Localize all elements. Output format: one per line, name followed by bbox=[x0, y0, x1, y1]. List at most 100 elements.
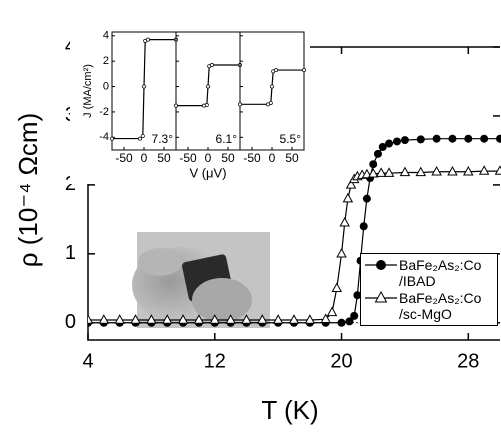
data-point bbox=[448, 134, 457, 143]
legend-entry: BaFe₂As₂:Co /IBAD bbox=[363, 257, 495, 289]
data-point bbox=[415, 166, 427, 177]
inset-x-tick-label: 0 bbox=[205, 151, 212, 165]
inset-y-title: J (MA/cm²) bbox=[82, 64, 94, 118]
data-point bbox=[345, 317, 354, 326]
inset-x-title: V (μV) bbox=[189, 165, 226, 180]
inset-x-tick-label: -50 bbox=[179, 151, 197, 165]
data-point bbox=[146, 314, 157, 324]
y-tick-label: 0 bbox=[65, 311, 76, 333]
data-point bbox=[383, 167, 395, 177]
data-point bbox=[241, 314, 252, 324]
x-axis-title: T (K) bbox=[261, 395, 318, 425]
inset-x-tick-label: 50 bbox=[221, 151, 235, 165]
data-point bbox=[336, 247, 347, 258]
data-point bbox=[463, 165, 474, 176]
inset-y-tick-label: 2 bbox=[103, 55, 109, 67]
data-point bbox=[209, 314, 221, 324]
y-axis-title: ρ (10⁻⁴ Ωcm) bbox=[13, 113, 43, 267]
inset-point bbox=[274, 68, 278, 73]
inset-point bbox=[238, 102, 242, 107]
inset-x-tick-label: 0 bbox=[269, 151, 276, 165]
data-point bbox=[350, 311, 359, 320]
legend: BaFe₂As₂:Co /IBAD BaFe₂As₂:Co /sc-MgO bbox=[360, 253, 498, 326]
inset-y-tick-label: -2 bbox=[99, 106, 109, 118]
inset-x-tick-label: -50 bbox=[115, 151, 133, 165]
inset-point bbox=[142, 84, 146, 89]
plot-area bbox=[88, 134, 501, 327]
data-point bbox=[376, 260, 386, 270]
x-tick-label: 20 bbox=[330, 350, 352, 372]
inset-x-tick-label: 50 bbox=[285, 151, 299, 165]
data-point bbox=[130, 314, 141, 324]
inset-point bbox=[110, 136, 114, 141]
data-point bbox=[478, 165, 490, 175]
inset-point bbox=[270, 84, 274, 89]
data-point bbox=[375, 167, 387, 177]
data-point bbox=[373, 149, 382, 158]
data-point bbox=[320, 313, 331, 324]
data-point bbox=[378, 142, 387, 151]
data-point bbox=[288, 314, 300, 324]
inset-y-tick-label: 4 bbox=[103, 30, 109, 42]
data-point bbox=[399, 166, 411, 177]
x-tick-label: 4 bbox=[82, 350, 93, 372]
data-point bbox=[359, 222, 368, 231]
data-point bbox=[161, 314, 173, 324]
data-point bbox=[416, 135, 425, 144]
data-point bbox=[374, 290, 388, 303]
data-point bbox=[331, 282, 343, 292]
y-tick-label: 1 bbox=[65, 242, 76, 264]
inset-x-tick-label: 0 bbox=[141, 151, 148, 165]
data-point bbox=[114, 314, 125, 324]
legend-entry: BaFe₂As₂:Co /sc-MgO bbox=[363, 290, 495, 322]
data-point bbox=[480, 134, 489, 143]
x-tick-label: 28 bbox=[457, 350, 479, 372]
data-point bbox=[345, 179, 357, 189]
inset-x-tick-label: -50 bbox=[243, 151, 261, 165]
photo bbox=[132, 232, 270, 328]
data-point bbox=[400, 136, 409, 145]
inset-point bbox=[268, 101, 273, 106]
data-point bbox=[385, 139, 394, 148]
data-point bbox=[272, 314, 284, 324]
data-point bbox=[431, 165, 442, 176]
data-point bbox=[447, 165, 458, 176]
data-point bbox=[367, 168, 379, 178]
data-point bbox=[393, 137, 401, 146]
data-point bbox=[342, 192, 354, 203]
data-point bbox=[339, 216, 350, 227]
data-point bbox=[88, 314, 94, 324]
data-point bbox=[257, 314, 268, 324]
legend-label: BaFe₂As₂:Co /sc-MgO bbox=[399, 290, 482, 322]
inset-point bbox=[210, 63, 214, 67]
inset-point bbox=[302, 68, 306, 73]
legend-swatch bbox=[365, 290, 397, 303]
inset-y-tick-label: 0 bbox=[103, 80, 109, 92]
data-point bbox=[177, 314, 189, 324]
data-point bbox=[337, 318, 346, 327]
legend-label: BaFe₂As₂:Co /IBAD bbox=[399, 257, 482, 289]
data-point bbox=[326, 306, 338, 317]
inset-x-tick-label: 50 bbox=[157, 151, 171, 165]
inset-panel: -50 0 50 5.5° bbox=[238, 31, 306, 165]
data-point bbox=[353, 291, 362, 300]
x-tick-label: 12 bbox=[204, 350, 226, 372]
inset-point bbox=[206, 84, 210, 89]
inset-panel: -50 0 50 6.1° bbox=[174, 31, 242, 165]
inset-annotation: 6.1° bbox=[216, 132, 238, 146]
inset-y-tick-label: -4 bbox=[99, 131, 109, 143]
inset-annotation: 7.3° bbox=[152, 132, 174, 146]
data-point bbox=[193, 314, 205, 324]
data-point bbox=[369, 160, 378, 169]
data-point bbox=[362, 194, 371, 203]
y-tick-label: 2 bbox=[65, 173, 76, 195]
data-point bbox=[98, 314, 110, 324]
data-point bbox=[304, 314, 316, 324]
legend-swatch bbox=[365, 260, 397, 270]
data-point bbox=[464, 134, 473, 143]
inset-point bbox=[174, 103, 178, 108]
inset-annotation: 5.5° bbox=[280, 132, 302, 146]
inset-point bbox=[146, 37, 150, 42]
